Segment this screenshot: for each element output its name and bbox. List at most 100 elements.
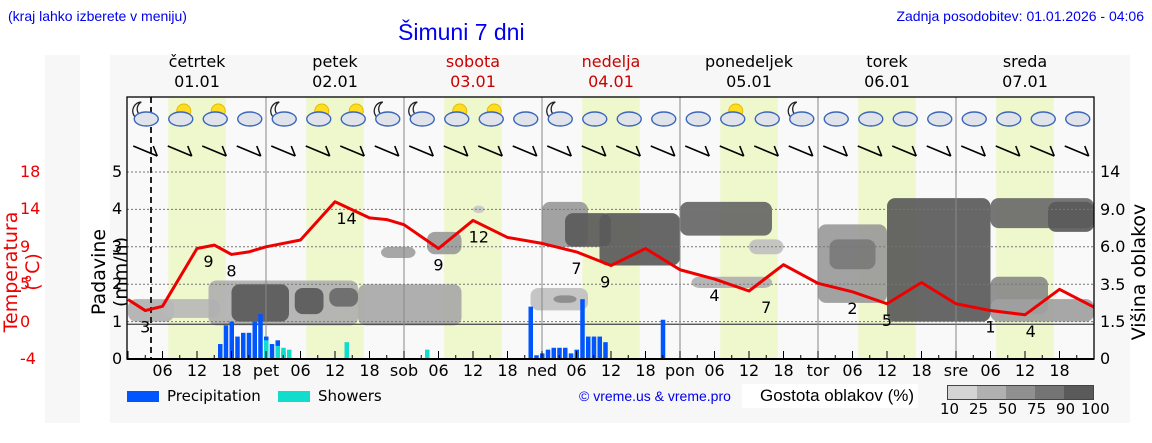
cloud-icon <box>651 111 677 127</box>
day-name: četrtek <box>168 52 226 71</box>
cloud-icon <box>133 111 159 127</box>
wind-barb-icon <box>842 145 848 157</box>
wind-barb-icon <box>980 145 986 157</box>
cloud-cover <box>749 239 784 255</box>
wind-barb-icon <box>857 145 883 157</box>
showers-bar <box>287 349 292 359</box>
wind-barb-icon <box>497 145 503 157</box>
day-date: 07.01 <box>1002 72 1048 91</box>
day-header: sreda 07.01 <box>956 52 1094 92</box>
precipitation-bar <box>246 332 252 359</box>
cloud-icon <box>892 111 918 127</box>
temperature-label: 9 <box>600 273 610 292</box>
day-date: 03.01 <box>450 72 496 91</box>
cloud-height-tick: 9.0 <box>1100 200 1126 219</box>
x-tick-label: 06 <box>842 361 863 380</box>
precipitation-bar <box>563 347 568 359</box>
precipitation-bar <box>241 332 246 359</box>
precipitation-bar <box>545 349 551 359</box>
cloud-cover <box>680 201 772 236</box>
temperature-label: 7 <box>571 259 581 278</box>
density-scale-label: 50 <box>998 400 1018 418</box>
precipitation-tick: 0 <box>112 349 123 368</box>
legend-precipitation: Precipitation <box>127 387 261 405</box>
day-date: 02.01 <box>312 72 358 91</box>
x-tick-label: 12 <box>324 361 346 380</box>
temperature-label: 9 <box>433 256 443 275</box>
x-tick-label: 18 <box>773 361 794 380</box>
precipitation-bar <box>218 344 223 359</box>
precipitation-tick: 3 <box>112 236 123 256</box>
copyright-link[interactable]: © vreme.us & vreme.pro <box>579 388 731 404</box>
wind-barb-icon <box>152 145 158 157</box>
wind-barb-icon <box>1029 145 1055 157</box>
wind-barb-icon <box>739 145 745 157</box>
temperature-label: 8 <box>226 261 236 280</box>
cloud-cover <box>473 205 485 214</box>
wind-barb-icon <box>532 145 538 157</box>
day-header: nedelja 04.01 <box>542 52 680 92</box>
day-date: 04.01 <box>588 72 634 91</box>
x-tick-label: 18 <box>911 361 932 380</box>
x-tick-label: 12 <box>876 361 898 380</box>
temperature-tick: 18 <box>20 162 41 181</box>
density-swatch <box>977 386 1006 399</box>
wind-barb-icon <box>946 145 952 157</box>
wind-barb-icon <box>463 145 469 157</box>
x-tick-label: 06 <box>152 361 173 380</box>
wind-barb-icon <box>1015 145 1021 157</box>
day-name: petek <box>312 52 358 71</box>
x-tick-label: pon <box>664 361 696 380</box>
wind-barb-icon <box>704 145 710 157</box>
wind-barb-icon <box>512 145 538 157</box>
cloud-icon <box>375 111 401 127</box>
cloud-height-tick: 14 <box>1100 162 1121 181</box>
precipitation-tick: 4 <box>112 199 123 219</box>
precipitation-bar <box>603 342 608 359</box>
cloud-cover <box>381 246 416 259</box>
precipitation-bar <box>229 321 234 359</box>
temperature-tick: -4 <box>20 349 36 368</box>
wind-barb-icon <box>670 145 676 157</box>
cloud-icon <box>961 111 987 127</box>
x-tick-label: sre <box>943 361 969 380</box>
precipitation-bar <box>660 319 666 359</box>
wind-barb-icon <box>305 145 331 157</box>
cloud-icon <box>823 111 849 127</box>
x-tick-label: 12 <box>600 361 622 380</box>
day-date: 05.01 <box>726 72 772 91</box>
wind-barb-icon <box>601 145 607 157</box>
x-tick-label: 06 <box>566 361 587 380</box>
density-swatch <box>1035 386 1064 399</box>
wind-barb-icon <box>1064 145 1090 157</box>
wind-barb-icon <box>443 145 469 157</box>
wind-barb-icon <box>325 145 331 157</box>
density-swatch <box>1064 386 1093 399</box>
temperature-tick: 9 <box>20 236 31 256</box>
cloud-icon <box>306 111 332 127</box>
cloud-icon <box>271 111 297 127</box>
x-tick-label: ned <box>526 361 558 380</box>
precipitation-bar <box>258 314 263 359</box>
wind-barb-icon <box>995 145 1021 157</box>
x-tick-label: 12 <box>186 361 208 380</box>
cloud-icon <box>720 111 746 127</box>
day-name: ponedeljek <box>705 52 793 71</box>
wind-barb-icon <box>167 145 193 157</box>
wind-barb-icon <box>926 145 952 157</box>
wind-barb-icon <box>635 145 641 157</box>
density-swatch <box>948 386 977 399</box>
cloud-cover <box>887 198 991 322</box>
day-header: torek 06.01 <box>818 52 956 92</box>
cloud-height-tick: 0 <box>1100 349 1111 368</box>
cloud-icon <box>478 111 504 127</box>
temperature-axis-panel <box>45 55 80 423</box>
wind-barb-icon <box>270 145 296 157</box>
x-tick-label: 12 <box>1014 361 1036 380</box>
precipitation-bar <box>568 353 574 359</box>
x-tick-label: 06 <box>980 361 1001 380</box>
wind-barb-icon <box>256 145 262 157</box>
wind-barb-icon <box>566 145 572 157</box>
cloud-icon <box>444 111 470 127</box>
